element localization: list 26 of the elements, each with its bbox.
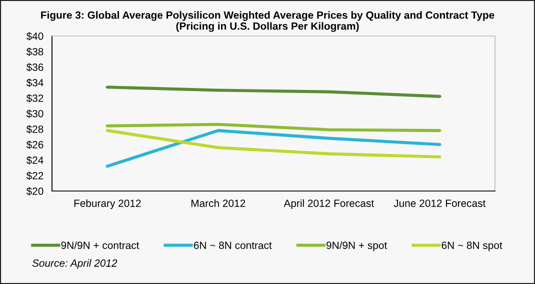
y-tick-label: $36 — [26, 63, 44, 72]
legend-label: 6N ~ 8N spot — [442, 242, 502, 252]
y-tick-label: $20 — [26, 187, 44, 196]
legend-label: 6N ~ 8N contract — [194, 242, 272, 250]
chart-title: Figure 3: Global Average Polysilicon Weighted Average Prices by Quality and Contract Type — [41, 11, 494, 21]
source-note: Source: April 2012 — [32, 259, 118, 269]
y-tick-label: $32 — [26, 94, 44, 102]
y-tick-label: $26 — [26, 140, 44, 149]
legend-label: 9N/9N + contract — [61, 241, 140, 250]
x-tick-label: April 2012 Forecast — [284, 199, 374, 210]
y-tick-label: $34 — [26, 78, 44, 87]
line-series — [106, 86, 442, 98]
x-tick-label: June 2012 Forecast — [394, 200, 486, 207]
legend-label: 9N/9N + spot — [326, 241, 388, 252]
y-tick-label: $22 — [26, 172, 44, 180]
x-tick-label: Feburary 2012 — [74, 199, 141, 210]
y-tick-label: $24 — [26, 156, 44, 164]
chart-subtitle: (Pricing in U.S. Dollars Per Kilogram) — [176, 22, 359, 32]
line-series — [106, 122, 442, 132]
line-series — [106, 129, 442, 168]
y-tick-label: $28 — [26, 125, 44, 134]
y-tick-label: $30 — [26, 110, 44, 118]
y-tick-label: $40 — [26, 32, 44, 40]
y-tick-label: $38 — [26, 48, 44, 56]
line-series — [106, 129, 442, 158]
x-tick-label: March 2012 — [191, 199, 246, 207]
